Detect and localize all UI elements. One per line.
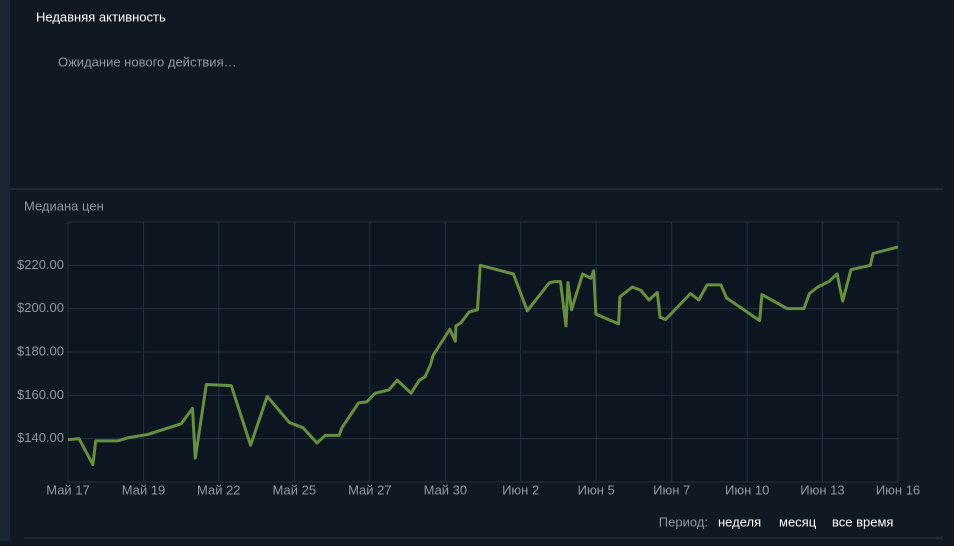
status-text: Ожидание нового действия…: [58, 54, 237, 69]
period-option[interactable]: неделя: [718, 514, 761, 529]
price-line: [67, 245, 899, 467]
x-tick-label: Июн 7: [653, 482, 690, 497]
x-tick-label: Май 27: [348, 482, 392, 497]
x-tick-label: Май 19: [122, 482, 166, 497]
x-tick-label: Июн 13: [800, 482, 844, 497]
chart-title: Медиана цен: [24, 198, 104, 213]
y-tick-label: $200.00: [17, 300, 64, 315]
x-tick-label: Июн 16: [876, 482, 920, 497]
section-title: Недавняя активность: [36, 9, 166, 24]
y-tick-label: $140.00: [17, 430, 64, 445]
x-tick-label: Июн 10: [725, 482, 769, 497]
y-tick-label: $220.00: [17, 257, 64, 272]
y-tick-label: $160.00: [17, 387, 64, 402]
period-option[interactable]: месяц: [779, 514, 817, 529]
x-tick-label: Май 22: [197, 482, 241, 497]
x-tick-label: Июн 2: [502, 482, 539, 497]
y-tick-label: $180.00: [17, 343, 64, 358]
x-tick-label: Май 30: [424, 482, 468, 497]
period-option[interactable]: все время: [832, 514, 893, 529]
left-strip: [0, 0, 10, 541]
x-tick-label: Май 25: [273, 482, 317, 497]
period-label: Период:: [659, 514, 708, 529]
x-tick-label: Май 17: [46, 482, 90, 497]
x-tick-label: Июн 5: [578, 482, 615, 497]
